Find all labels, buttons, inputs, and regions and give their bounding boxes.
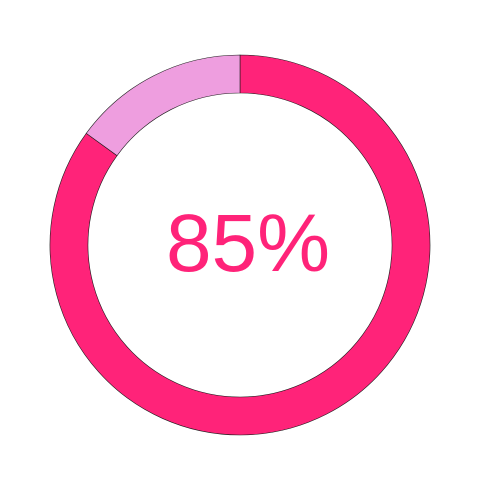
donut-slice-1 <box>49 54 431 436</box>
donut-slices <box>49 54 431 436</box>
donut-slice-2 <box>85 54 241 157</box>
center-percent-label: 85% <box>166 198 330 289</box>
